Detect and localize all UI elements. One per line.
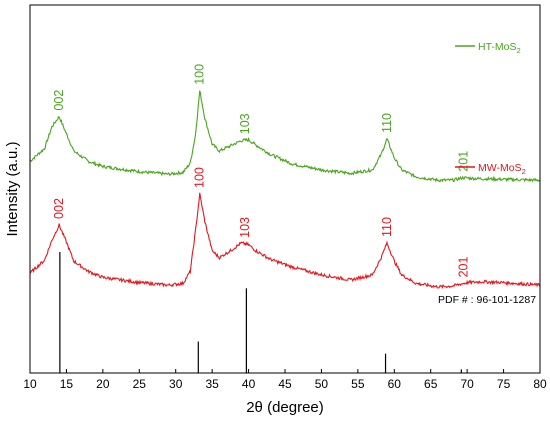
series-line-1 bbox=[29, 192, 541, 290]
series-line-0 bbox=[29, 90, 541, 183]
legend: HT-MoS2 MW-MoS2 bbox=[455, 41, 526, 176]
reference-pattern: PDF # : 96-101-1287 bbox=[59, 252, 536, 373]
x-tick-label: 10 bbox=[23, 377, 37, 391]
x-tick-label: 30 bbox=[169, 377, 183, 391]
plot-frame bbox=[29, 4, 541, 374]
peak-label: 100 bbox=[193, 64, 207, 85]
reference-label: PDF # : 96-101-1287 bbox=[438, 294, 536, 306]
x-tick-label: 65 bbox=[424, 377, 438, 391]
peak-label: 002 bbox=[52, 198, 66, 219]
legend-entry: MW-MoS2 bbox=[478, 162, 526, 176]
x-tick-label: 50 bbox=[315, 377, 329, 391]
peak-label: 103 bbox=[238, 217, 252, 238]
peak-label: 103 bbox=[238, 113, 252, 134]
y-axis-title: Intensity (a.u.) bbox=[4, 141, 21, 236]
peak-label: 201 bbox=[457, 257, 471, 278]
x-tick-label: 40 bbox=[242, 377, 256, 391]
x-tick-label: 55 bbox=[351, 377, 365, 391]
x-axis: 10 15 20 25 30 35 40 45 50 55 60 65 70 75 80 bbox=[23, 369, 547, 391]
peak-labels: 002 100 103 110 201 002 100 103 110 201 bbox=[52, 64, 470, 278]
peak-label: 110 bbox=[380, 217, 394, 237]
x-tick-label: 60 bbox=[388, 377, 402, 391]
x-axis-title: 2θ (degree) bbox=[246, 399, 324, 416]
peak-label: 002 bbox=[52, 90, 66, 111]
x-tick-label: 20 bbox=[96, 377, 110, 391]
x-tick-label: 70 bbox=[460, 377, 474, 391]
x-tick-label: 15 bbox=[60, 377, 74, 391]
x-tick-label: 80 bbox=[533, 377, 547, 391]
peak-label: 201 bbox=[457, 151, 471, 172]
x-tick-label: 35 bbox=[205, 377, 219, 391]
x-tick-label: 25 bbox=[133, 377, 147, 391]
legend-entry: HT-MoS2 bbox=[478, 41, 521, 55]
x-tick-label: 45 bbox=[278, 377, 292, 391]
peak-label: 100 bbox=[193, 167, 207, 188]
series-layer bbox=[29, 90, 541, 290]
peak-label: 110 bbox=[380, 113, 394, 133]
x-tick-label: 75 bbox=[497, 377, 511, 391]
